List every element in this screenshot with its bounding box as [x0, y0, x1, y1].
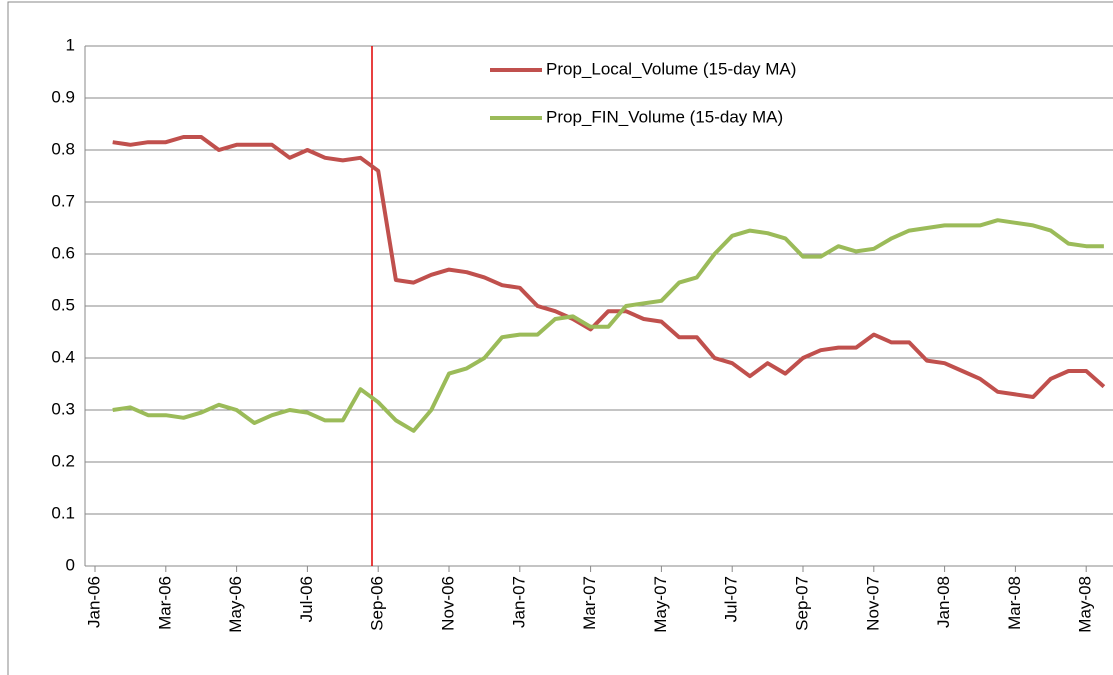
- y-tick-label: 0: [66, 555, 75, 574]
- y-tick-label: 0.4: [51, 347, 75, 366]
- y-tick-label: 0.8: [51, 139, 75, 158]
- y-tick-label: 0.6: [51, 243, 75, 262]
- x-tick-label: May-06: [226, 576, 245, 633]
- x-tick-label: Jan-06: [84, 576, 103, 628]
- y-tick-label: 0.1: [51, 503, 75, 522]
- x-tick-label: Nov-06: [438, 576, 457, 631]
- series-line: [112, 135, 1106, 399]
- y-tick-label: 0.5: [51, 295, 75, 314]
- y-tick-label: 1: [66, 35, 75, 54]
- x-tick-label: Jul-07: [722, 576, 741, 622]
- y-tick-label: 0.3: [51, 399, 75, 418]
- x-tick-label: May-07: [651, 576, 670, 633]
- x-tick-label: Mar-06: [155, 576, 174, 630]
- y-tick-label: 0.7: [51, 191, 75, 210]
- x-tick-label: Sep-07: [792, 576, 811, 631]
- x-tick-label: Jan-08: [934, 576, 953, 628]
- x-tick-label: Sep-06: [368, 576, 387, 631]
- legend-label: Prop_Local_Volume (15-day MA): [546, 59, 796, 78]
- legend-label: Prop_FIN_Volume (15-day MA): [546, 107, 783, 126]
- x-tick-label: Mar-07: [580, 576, 599, 630]
- x-tick-label: Jan-07: [509, 576, 528, 628]
- x-tick-label: Nov-07: [863, 576, 882, 631]
- x-tick-label: Jul-06: [297, 576, 316, 622]
- y-tick-label: 0.9: [51, 87, 75, 106]
- x-tick-label: May-08: [1076, 576, 1095, 633]
- chart-border: [7, 1, 1113, 675]
- series-line: [112, 218, 1104, 433]
- x-tick-label: Mar-08: [1005, 576, 1024, 630]
- y-tick-label: 0.2: [51, 451, 75, 470]
